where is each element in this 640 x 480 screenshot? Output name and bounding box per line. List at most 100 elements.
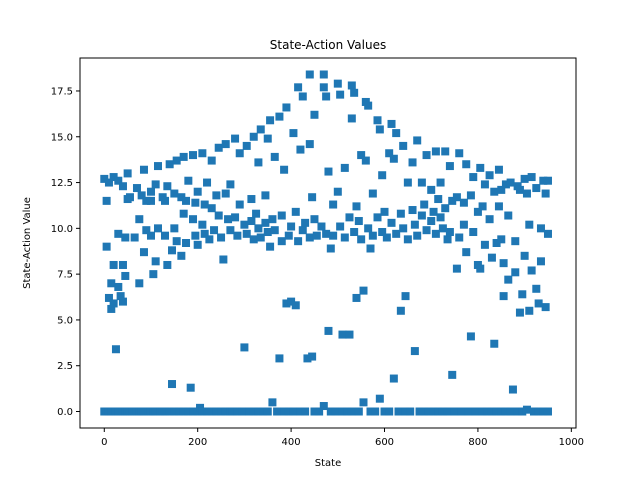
data-point (359, 398, 368, 407)
data-point (434, 407, 443, 416)
data-point (277, 237, 286, 246)
data-point (151, 180, 160, 189)
data-point (518, 290, 527, 299)
data-point (118, 182, 127, 191)
data-point (422, 151, 431, 160)
data-point (431, 229, 440, 238)
data-point (205, 235, 214, 244)
data-point (401, 292, 410, 301)
data-point (378, 228, 387, 237)
data-point (422, 226, 431, 235)
data-point (207, 407, 216, 416)
data-point (228, 407, 237, 416)
data-point (198, 407, 207, 416)
x-tick-label: 200 (188, 437, 207, 448)
data-point (527, 173, 536, 182)
data-point (485, 215, 494, 224)
data-point (459, 220, 468, 229)
data-point (480, 180, 489, 189)
data-point (483, 407, 492, 416)
data-point (385, 149, 394, 158)
y-tick-label: 0.0 (57, 407, 73, 418)
data-point (109, 299, 118, 308)
data-point (294, 83, 303, 92)
data-point (135, 279, 144, 288)
data-point (189, 151, 198, 160)
data-point (268, 398, 277, 407)
data-point (212, 407, 221, 416)
data-point (536, 257, 545, 266)
data-point (324, 326, 333, 335)
data-point (445, 228, 454, 237)
data-point (413, 136, 422, 145)
data-point (336, 90, 345, 99)
data-point (273, 407, 282, 416)
data-point (139, 248, 148, 257)
data-point (387, 218, 396, 227)
data-point (364, 101, 373, 110)
data-point (168, 380, 177, 389)
data-point (186, 383, 195, 392)
data-point (471, 407, 480, 416)
data-point (410, 347, 419, 356)
data-point (247, 217, 256, 226)
data-point (301, 407, 310, 416)
data-point (146, 187, 155, 196)
data-point (445, 162, 454, 171)
data-point (219, 255, 228, 264)
data-point (259, 407, 268, 416)
data-point (254, 224, 263, 233)
data-point (354, 217, 363, 226)
data-point (452, 193, 461, 202)
data-point (137, 191, 146, 200)
data-point (420, 200, 429, 209)
data-point (233, 407, 242, 416)
data-point (420, 407, 429, 416)
data-point (499, 292, 508, 301)
data-point (114, 229, 123, 238)
data-point (270, 226, 279, 235)
data-point (184, 176, 193, 185)
data-point (329, 200, 338, 209)
data-point (261, 218, 270, 227)
data-point (226, 180, 235, 189)
data-point (368, 231, 377, 240)
data-point (301, 218, 310, 227)
data-point (427, 185, 436, 194)
data-point (448, 196, 457, 205)
data-point (326, 407, 335, 416)
data-point (336, 222, 345, 231)
data-point (118, 260, 127, 269)
data-point (310, 110, 319, 119)
data-point (347, 407, 356, 416)
data-point (532, 284, 541, 293)
data-point (217, 233, 226, 242)
data-point (284, 407, 293, 416)
data-point (263, 407, 272, 416)
data-point (268, 215, 277, 224)
data-point (338, 330, 347, 339)
data-point (184, 407, 193, 416)
data-point (149, 270, 158, 279)
data-point (221, 407, 230, 416)
data-point (352, 293, 361, 302)
data-point (508, 385, 517, 394)
data-point (179, 407, 188, 416)
data-point (380, 407, 389, 416)
data-point (506, 178, 515, 187)
data-point (476, 264, 485, 273)
data-point (277, 211, 286, 220)
data-point (305, 140, 314, 149)
y-axis-ticks: 0.0 2.5 5.0 7.5 10.0 12.5 15.0 17.5 (51, 86, 80, 418)
data-point (366, 407, 375, 416)
data-point (154, 162, 162, 171)
data-point (170, 224, 179, 233)
data-point (198, 149, 207, 158)
data-point (161, 196, 169, 205)
data-point (102, 242, 111, 251)
data-point (317, 222, 326, 231)
data-point (235, 200, 244, 209)
data-point (221, 140, 230, 149)
data-point (527, 266, 536, 275)
data-point (177, 251, 186, 260)
